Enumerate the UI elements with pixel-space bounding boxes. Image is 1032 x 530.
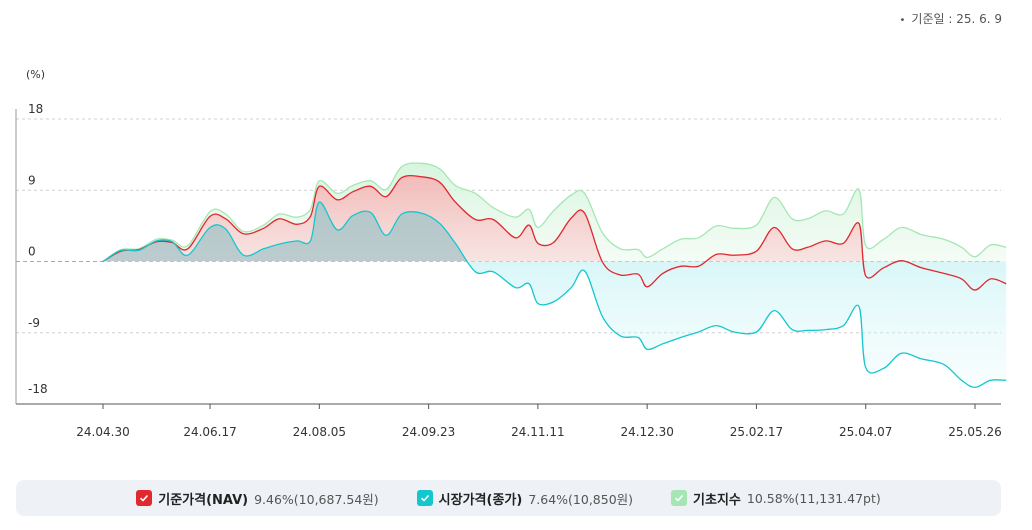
series-line-index <box>102 162 1007 263</box>
legend-value: 7.64%(10,850원) <box>528 491 634 507</box>
x-tick-label: 24.06.17 <box>183 425 236 439</box>
reference-date: • 기준일 : 25. 6. 9 <box>900 10 1003 27</box>
performance-chart: (%) 18 9 0 -9 -18 24.04.30 24.06.17 24.08.05 24.0… <box>15 68 1007 439</box>
y-tick-label: -9 <box>28 316 40 330</box>
area-overlap <box>103 202 467 261</box>
area-nav-positive <box>103 175 905 261</box>
legend-name: 기초지수 <box>693 492 741 508</box>
legend-name: 기준가격(NAV) <box>158 492 249 508</box>
y-tick-label: -18 <box>28 382 48 396</box>
x-tick-label: 25.05.26 <box>948 425 1001 439</box>
y-tick-label: 9 <box>28 173 36 187</box>
x-tick-label: 24.04.30 <box>76 425 129 439</box>
x-tick-label: 24.08.05 <box>293 425 346 439</box>
legend-name: 시장가격(종가) <box>438 492 523 508</box>
y-axis-unit-label: (%) <box>26 68 45 81</box>
legend-value: 9.46%(10,687.54원) <box>254 491 379 507</box>
legend-item-nav[interactable]: 기준가격(NAV) 9.46%(10,687.54원) <box>136 489 379 508</box>
x-tick-label: 25.04.07 <box>839 425 892 439</box>
chart-legend: 기준가격(NAV) 9.46%(10,687.54원) 시장가격(종가) 7.6… <box>16 480 1001 516</box>
series-line-nav <box>102 175 1007 291</box>
x-tick-label: 25.02.17 <box>730 425 783 439</box>
area-market-negative <box>103 261 1007 388</box>
check-icon[interactable] <box>416 490 433 506</box>
x-tick-label: 24.09.23 <box>402 425 455 439</box>
bullet-icon: • <box>899 15 906 26</box>
check-icon[interactable] <box>136 490 153 506</box>
y-tick-label: 0 <box>28 245 36 259</box>
series-line-market <box>102 201 1007 389</box>
x-tick-label: 24.11.11 <box>511 425 564 439</box>
check-icon[interactable] <box>671 490 688 506</box>
x-tick-label: 24.12.30 <box>620 425 673 439</box>
y-tick-label: 18 <box>28 102 43 116</box>
legend-item-market[interactable]: 시장가격(종가) 7.64%(10,850원) <box>416 489 634 508</box>
reference-date-text: 기준일 : 25. 6. 9 <box>911 12 1002 26</box>
legend-item-index[interactable]: 기초지수 10.58%(11,131.47pt) <box>671 489 881 508</box>
legend-value: 10.58%(11,131.47pt) <box>746 490 881 506</box>
